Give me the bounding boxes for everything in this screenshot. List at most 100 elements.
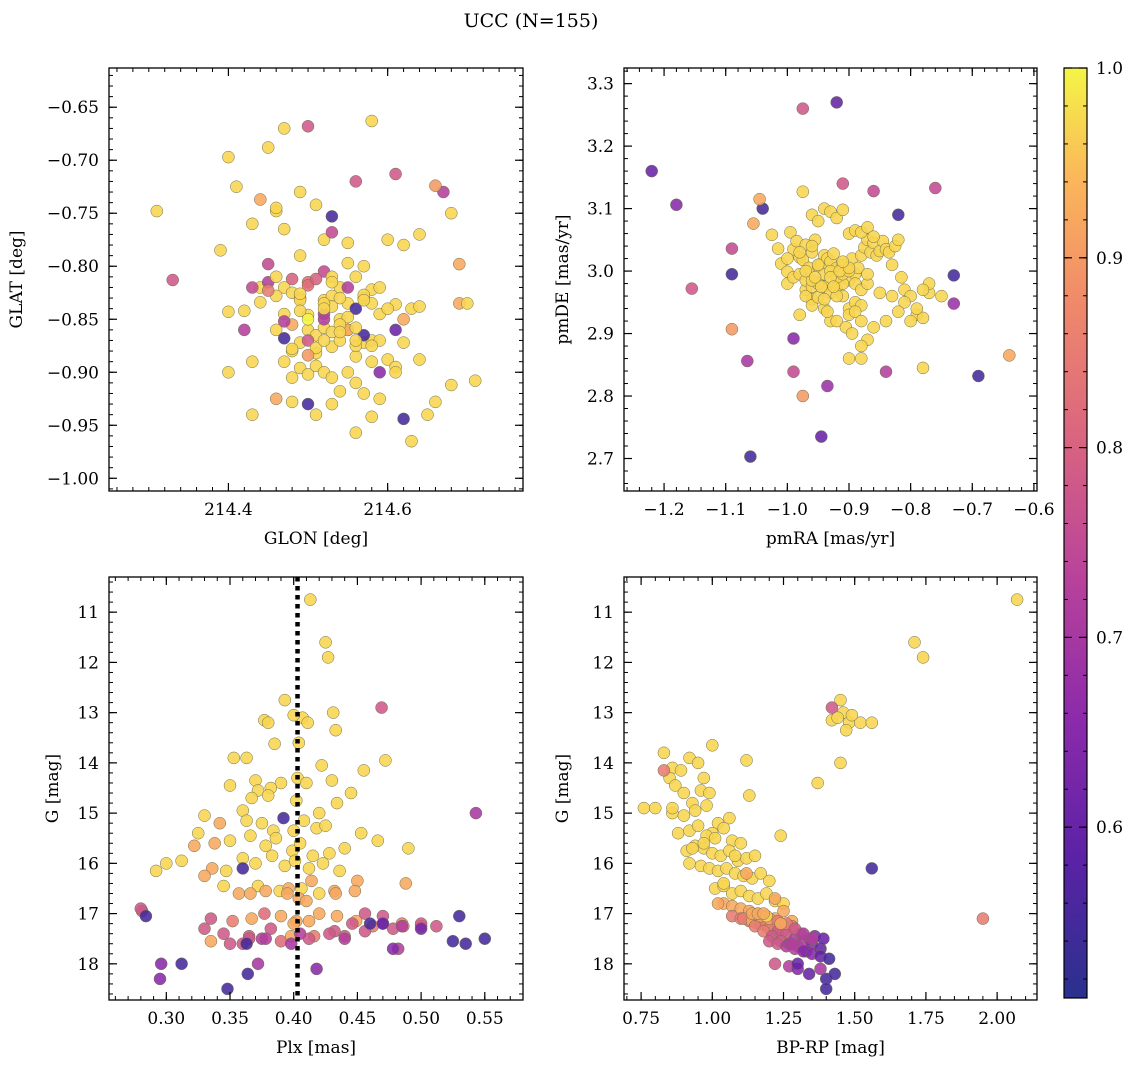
data-point	[785, 937, 799, 950]
y-tick-label: 18	[77, 955, 99, 975]
data-point	[223, 779, 237, 792]
data-point	[277, 122, 291, 135]
colorbar-tick-label: 0.8	[1096, 439, 1123, 459]
data-point	[358, 907, 372, 920]
data-point	[645, 164, 658, 178]
x-tick-label: 1.25	[765, 1009, 803, 1029]
data-point	[781, 252, 794, 265]
points	[150, 114, 482, 448]
y-tick-label: 15	[592, 804, 614, 824]
y-tick-label: 3.0	[587, 262, 614, 282]
data-point	[892, 208, 905, 222]
data-point	[744, 450, 757, 463]
data-point	[149, 864, 163, 878]
data-point	[293, 185, 307, 199]
data-point	[205, 862, 219, 875]
data-point	[725, 267, 739, 281]
data-point	[413, 353, 426, 366]
data-point	[309, 272, 323, 286]
data-point	[929, 181, 942, 195]
data-point	[405, 434, 418, 448]
data-point	[285, 371, 299, 384]
data-point	[753, 192, 766, 206]
data-point	[865, 862, 879, 875]
data-point	[784, 226, 797, 239]
data-point	[972, 369, 985, 383]
data-point	[865, 716, 879, 729]
data-point	[261, 789, 275, 802]
data-point	[791, 957, 804, 971]
data-point	[246, 408, 259, 421]
x-axis-label: BP-RP [mag]	[776, 1038, 885, 1058]
data-point	[763, 874, 776, 888]
data-point	[301, 120, 315, 133]
data-point	[373, 366, 386, 379]
points	[645, 96, 1016, 463]
data-point	[669, 779, 682, 792]
data-point	[754, 867, 767, 880]
data-point	[703, 786, 716, 800]
x-tick-label: −0.9	[828, 500, 869, 520]
data-point	[683, 857, 696, 870]
x-tick-label: 1.50	[836, 1009, 874, 1029]
data-point	[910, 302, 924, 315]
data-point	[811, 776, 824, 790]
data-point	[269, 323, 283, 337]
y-tick-label: 14	[77, 754, 99, 774]
data-point	[819, 982, 833, 996]
data-point	[670, 198, 683, 212]
data-point	[301, 716, 314, 729]
y-tick-label: 3.2	[587, 137, 614, 157]
y-tick-label: 13	[592, 704, 614, 724]
data-point	[344, 786, 358, 800]
data-point	[259, 884, 272, 898]
data-point	[329, 887, 342, 900]
data-point	[867, 184, 880, 198]
data-point	[284, 937, 298, 950]
data-point	[365, 114, 378, 128]
data-point	[947, 269, 961, 282]
data-point	[300, 776, 313, 790]
data-point	[834, 693, 847, 707]
data-point	[916, 651, 930, 664]
data-point	[349, 350, 363, 363]
x-axis-label: pmRA [mas/yr]	[766, 529, 895, 549]
colorbar-tick-label: 1.0	[1096, 59, 1123, 79]
data-point	[453, 257, 466, 271]
y-tick-label: −0.70	[47, 151, 99, 171]
data-point	[774, 829, 787, 842]
data-point	[468, 374, 482, 387]
data-point	[708, 831, 722, 845]
panel-top-right: −1.2 −1.1 −1.0 −0.9 −0.8 −0.7 −0.6 2.7 2.8 2.9 3.0…	[553, 67, 1055, 549]
data-point	[375, 701, 388, 714]
data-point	[855, 314, 868, 328]
data-point	[357, 387, 371, 400]
data-point	[836, 203, 850, 217]
data-point	[277, 315, 291, 328]
data-point	[446, 934, 460, 948]
data-point	[1010, 593, 1024, 606]
data-point	[349, 426, 363, 439]
y-tick-label: 2.8	[587, 387, 614, 407]
data-point	[397, 412, 410, 426]
axes-frame	[108, 67, 524, 492]
data-point	[222, 150, 235, 164]
data-point	[777, 904, 790, 918]
data-point	[421, 408, 434, 421]
data-point	[815, 430, 828, 443]
data-point	[817, 932, 830, 945]
data-point	[741, 354, 754, 368]
data-point	[904, 314, 917, 328]
y-tick-label: 14	[592, 754, 614, 774]
data-point	[430, 919, 443, 933]
data-point	[277, 222, 291, 236]
data-point	[208, 837, 221, 850]
data-point	[821, 379, 834, 393]
data-point	[236, 862, 250, 875]
data-point	[895, 271, 908, 284]
data-point	[349, 302, 363, 315]
data-point	[240, 937, 253, 950]
data-point	[305, 874, 318, 888]
data-point	[269, 831, 283, 845]
